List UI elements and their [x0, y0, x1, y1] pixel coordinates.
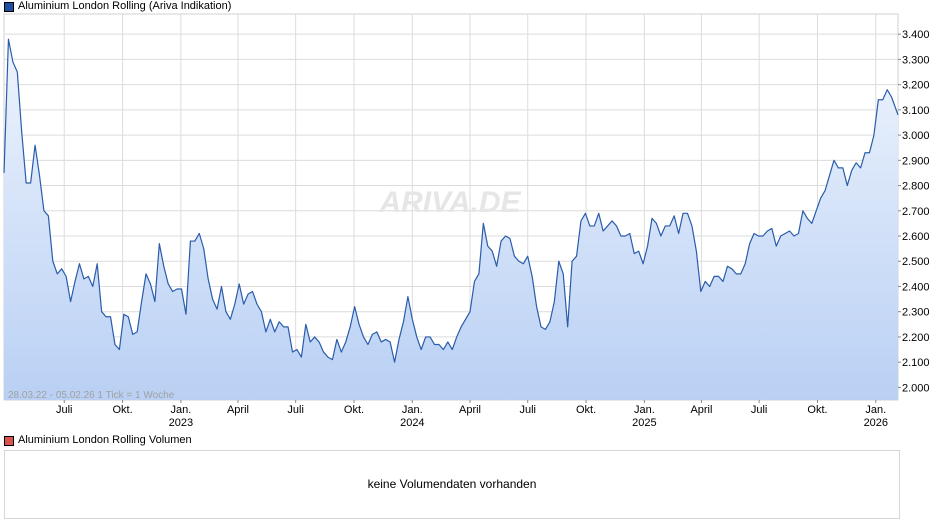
y-tick-label: 3.000 — [902, 130, 930, 142]
y-tick-label: 2.900 — [902, 155, 930, 167]
x-year-label: 2025 — [632, 417, 656, 429]
x-tick-label: Okt. — [112, 404, 132, 416]
y-tick-label: 2.200 — [902, 332, 930, 344]
price-legend: Aluminium London Rolling (Ariva Indikati… — [4, 0, 231, 13]
x-tick-label: Okt. — [344, 404, 364, 416]
y-tick-label: 2.500 — [902, 256, 930, 268]
y-tick-label: 2.300 — [902, 307, 930, 319]
x-tick-label: Okt. — [576, 404, 596, 416]
price-legend-label: Aluminium London Rolling (Ariva Indikati… — [18, 0, 232, 12]
x-tick-label: April — [227, 404, 249, 416]
y-axis: 2.000 2.100 2.200 2.300 2.400 2.500 2.600 2.700… — [898, 29, 930, 394]
x-tick-label: Jan. — [402, 404, 423, 416]
x-tick-label: April — [459, 404, 481, 416]
series-area — [4, 39, 898, 400]
watermark: ARIVA.DE — [378, 186, 521, 219]
x-tick-label: Jan. — [634, 404, 655, 416]
area-layer — [4, 39, 898, 400]
volume-legend-swatch — [4, 435, 14, 446]
y-tick-label: 3.100 — [902, 105, 930, 117]
y-tick-label: 2.600 — [902, 231, 930, 243]
x-year-label: 2026 — [864, 417, 888, 429]
series-line — [3, 38, 899, 363]
y-tick-label: 2.800 — [902, 181, 930, 193]
x-year-label: 2024 — [400, 417, 424, 429]
volume-panel: keine Volumendaten vorhanden — [4, 450, 900, 519]
x-tick-label: April — [690, 404, 712, 416]
x-tick-label: Jan. — [865, 404, 886, 416]
range-info: 28.03.22 - 05.02.26 1 Tick = 1 Woche — [8, 390, 175, 401]
x-tick-label: Juli — [56, 404, 73, 416]
y-tick-label: 2.000 — [902, 382, 930, 394]
y-tick-label: 3.300 — [902, 54, 930, 66]
x-tick-label: Juli — [519, 404, 536, 416]
volume-legend-label: Aluminium London Rolling Volumen — [18, 434, 192, 446]
y-tick-label: 2.400 — [902, 281, 930, 293]
y-tick-label: 2.700 — [902, 206, 930, 218]
price-legend-swatch — [4, 1, 14, 12]
line-layer — [3, 38, 899, 363]
y-tick-label: 3.400 — [902, 29, 930, 41]
volume-legend: Aluminium London Rolling Volumen — [4, 434, 192, 447]
y-tick-label: 2.100 — [902, 357, 930, 369]
x-year-label: 2023 — [169, 417, 193, 429]
x-tick-label: Juli — [287, 404, 304, 416]
x-tick-label: Juli — [751, 404, 768, 416]
y-tick-label: 3.200 — [902, 80, 930, 92]
x-tick-label: Okt. — [807, 404, 827, 416]
x-tick-label: Jan. — [170, 404, 191, 416]
volume-empty-message: keine Volumendaten vorhanden — [367, 477, 537, 491]
